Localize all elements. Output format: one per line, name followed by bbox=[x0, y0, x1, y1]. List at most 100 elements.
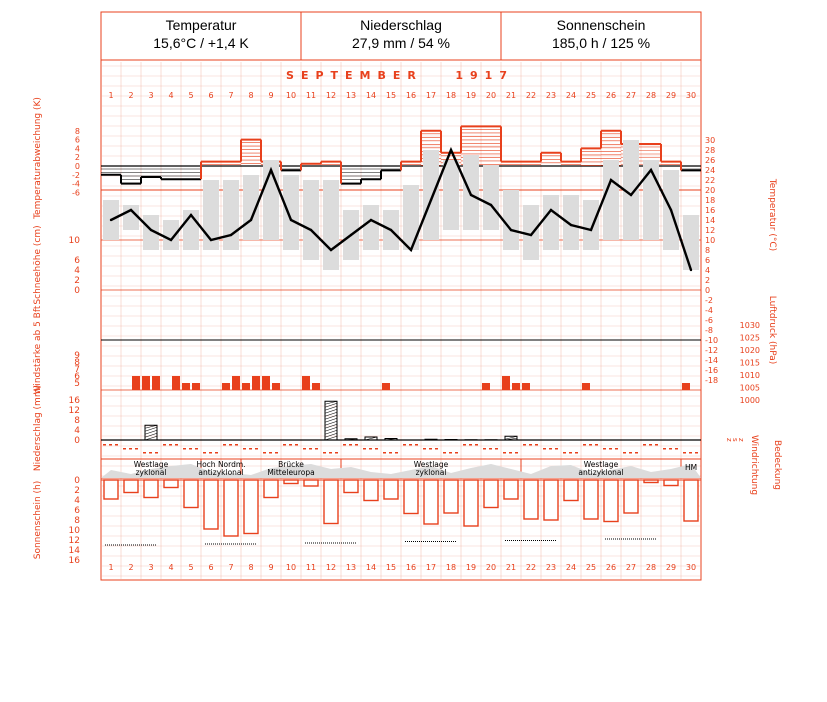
wind-direction-tick: z bbox=[737, 438, 745, 442]
wind-direction-mark bbox=[103, 444, 106, 446]
wind-direction-mark bbox=[143, 452, 146, 454]
wind-direction-mark bbox=[675, 448, 678, 450]
wind-direction-mark bbox=[163, 444, 166, 446]
temperature-summary: Temperatur 15,6°C / +1,4 K bbox=[101, 10, 301, 60]
sunshine-summary-value: 185,0 h / 125 % bbox=[551, 35, 651, 51]
precip-hatch bbox=[424, 438, 438, 441]
day-label-top: 4 bbox=[168, 91, 173, 100]
day-label-bottom: 23 bbox=[546, 563, 556, 572]
anomaly-tick: -6 bbox=[72, 188, 80, 197]
temperature-range-band bbox=[563, 195, 579, 250]
wind-direction-mark bbox=[575, 452, 578, 454]
temperature-range-band bbox=[403, 185, 419, 250]
day-label-bottom: 16 bbox=[406, 563, 416, 572]
wind-direction-mark bbox=[469, 444, 472, 446]
sunshine-bar bbox=[403, 479, 419, 515]
temperature-point bbox=[329, 248, 333, 252]
precip-hatch bbox=[344, 438, 358, 441]
precip-hatch bbox=[144, 426, 158, 432]
sunshine-tick: 14 bbox=[69, 546, 81, 556]
temperature-tick: 6 bbox=[705, 256, 710, 265]
sunshine-axis-label: Sonnenschein (h) bbox=[33, 481, 43, 560]
precip-hatch bbox=[324, 417, 338, 423]
wind-direction-mark bbox=[383, 452, 386, 454]
wind-direction-mark bbox=[543, 448, 546, 450]
precip-bar bbox=[324, 400, 338, 441]
wind-direction-mark bbox=[695, 452, 698, 454]
wind-direction-mark bbox=[109, 444, 112, 446]
sunshine-bar bbox=[303, 479, 319, 487]
day-label-top: 7 bbox=[228, 91, 233, 100]
precip-hatch bbox=[504, 435, 518, 440]
anomaly-axis-label: Temperaturabweichung (K) bbox=[33, 97, 43, 220]
precip-hatch bbox=[324, 414, 338, 420]
temperature-point bbox=[249, 218, 253, 222]
day-label-bottom: 29 bbox=[666, 563, 676, 572]
temperature-range-band bbox=[543, 195, 559, 250]
precip-bar bbox=[424, 438, 438, 441]
wind-direction-mark bbox=[409, 444, 412, 446]
day-label-bottom: 4 bbox=[168, 563, 173, 572]
temperature-range-band bbox=[603, 160, 619, 240]
wind-bar bbox=[682, 383, 690, 390]
wind-direction-mark bbox=[489, 448, 492, 450]
sunshine-bar bbox=[143, 479, 159, 499]
wind-bar bbox=[132, 376, 140, 390]
wind-direction-mark bbox=[169, 444, 172, 446]
snow-tick: 6 bbox=[74, 256, 80, 266]
sunshine-bar bbox=[223, 479, 239, 537]
temperature-tick: -16 bbox=[705, 366, 718, 375]
wind-direction-mark bbox=[189, 448, 192, 450]
precip-hatch bbox=[324, 420, 338, 426]
day-label-bottom: 27 bbox=[626, 563, 636, 572]
temperature-point bbox=[509, 228, 513, 232]
temperature-tick: -10 bbox=[705, 336, 718, 345]
sunshine-bar bbox=[563, 479, 579, 502]
temperature-tick: 14 bbox=[705, 216, 715, 225]
day-label-bottom: 13 bbox=[346, 563, 356, 572]
wind-direction-mark bbox=[395, 452, 398, 454]
wind-bar bbox=[172, 376, 180, 390]
temperature-point bbox=[549, 208, 553, 212]
precip-hatch bbox=[324, 408, 338, 414]
temperature-tick: -4 bbox=[705, 306, 713, 315]
temperature-tick: 8 bbox=[705, 246, 710, 255]
precipitation-summary-value: 27,9 mm / 54 % bbox=[351, 35, 451, 51]
wind-direction-mark bbox=[689, 452, 692, 454]
wind-tick: 7 bbox=[74, 365, 80, 375]
wind-direction-mark bbox=[623, 452, 626, 454]
temperature-range-band bbox=[143, 215, 159, 250]
sunshine-tick: 4 bbox=[74, 496, 80, 506]
wind-direction-mark bbox=[483, 448, 486, 450]
precip-tick: 16 bbox=[69, 396, 81, 406]
day-label-bottom: 12 bbox=[326, 563, 336, 572]
temperature-tick: -6 bbox=[705, 316, 713, 325]
day-label-bottom: 14 bbox=[366, 563, 376, 572]
temperature-range-band bbox=[203, 180, 219, 250]
day-label-bottom: 19 bbox=[466, 563, 476, 572]
temperature-point bbox=[669, 208, 673, 212]
temperature-point bbox=[689, 268, 693, 272]
temperature-range-band bbox=[283, 175, 299, 250]
day-label-top: 24 bbox=[566, 91, 576, 100]
day-label-top: 26 bbox=[606, 91, 616, 100]
sunshine-bar bbox=[263, 479, 279, 499]
temperature-tick: 22 bbox=[705, 176, 715, 185]
wind-direction-mark bbox=[355, 444, 358, 446]
pressure-tick: 1010 bbox=[740, 371, 760, 380]
day-label-bottom: 20 bbox=[486, 563, 496, 572]
wind-tick: 9 bbox=[74, 351, 80, 361]
anomaly-tick: -2 bbox=[72, 171, 80, 180]
temperature-tick: -2 bbox=[705, 296, 713, 305]
temperature-tick: 30 bbox=[705, 136, 715, 145]
wind-direction-mark bbox=[555, 448, 558, 450]
day-label-top: 29 bbox=[666, 91, 676, 100]
temperature-point bbox=[109, 218, 113, 222]
precip-hatch bbox=[144, 424, 158, 429]
wind-bar bbox=[312, 383, 320, 390]
sunshine-tick: 10 bbox=[69, 526, 81, 536]
wind-direction-mark bbox=[515, 452, 518, 454]
precip-hatch bbox=[324, 435, 338, 441]
temperature-point bbox=[469, 193, 473, 197]
temperature-point bbox=[169, 238, 173, 242]
